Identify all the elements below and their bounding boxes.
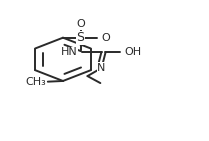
Text: OH: OH xyxy=(125,47,142,57)
Text: S: S xyxy=(77,31,85,44)
Text: O: O xyxy=(76,19,85,29)
Text: N: N xyxy=(97,63,106,73)
Text: HN: HN xyxy=(61,47,78,57)
Text: O: O xyxy=(101,33,110,43)
Text: CH₃: CH₃ xyxy=(25,77,46,87)
